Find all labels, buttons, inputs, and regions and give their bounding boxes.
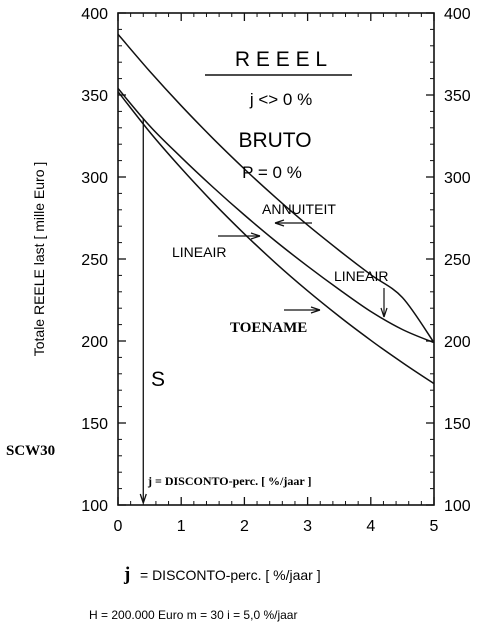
y-tick-label-right-4: 300 xyxy=(444,170,471,187)
lineair-right-arrowhead xyxy=(380,307,388,318)
y-tick-label-left-4: 300 xyxy=(81,170,108,187)
y-tick-label-left-6: 400 xyxy=(81,6,108,23)
y-tick-label-right-6: 400 xyxy=(444,6,471,23)
x-tick-label-4: 4 xyxy=(366,518,375,535)
y-tick-label-left-3: 250 xyxy=(81,252,108,269)
plot-frame xyxy=(117,12,435,506)
y-tick-label-right-5: 350 xyxy=(444,88,471,105)
x-tick-label-2: 2 xyxy=(240,518,249,535)
series-line-1 xyxy=(117,87,435,344)
annotation-toename: TOENAME xyxy=(230,320,307,336)
series-group xyxy=(117,33,435,385)
x-axis-label-prefix: j xyxy=(123,564,130,585)
y-tick-label-left-2: 200 xyxy=(81,334,108,351)
x-tick-label-5: 5 xyxy=(430,518,439,535)
y-tick-label-right-3: 250 xyxy=(444,252,471,269)
annotation-s: S xyxy=(151,368,165,391)
s-marker-group xyxy=(139,118,147,504)
series-line-2 xyxy=(117,91,435,385)
footer-parameters: H = 200.000 Euro m = 30 i = 5,0 %/jaar xyxy=(89,608,297,622)
annotation-lineair-right: LINEAIR xyxy=(334,268,388,284)
y-tick-label-left-1: 150 xyxy=(81,416,108,433)
x-axis-label: = DISCONTO-perc. [ %/jaar ] xyxy=(140,567,321,583)
x-tick-label-1: 1 xyxy=(177,518,186,535)
y-tick-label-left-5: 350 xyxy=(81,88,108,105)
series-line-0 xyxy=(117,33,435,344)
y-axis-label: Totale REELE last [ mille Euro ] xyxy=(31,162,47,357)
annotation-annuiteit: ANNUITEIT xyxy=(262,201,336,217)
annotation-j-not-zero: j <> 0 % xyxy=(249,90,312,109)
s-marker-arrowhead xyxy=(139,493,147,504)
annuiteit-arrowhead xyxy=(274,219,285,227)
scw-label: SCW30 xyxy=(6,443,55,459)
annotation-p-zero: P = 0 % xyxy=(242,163,302,182)
x-tick-label-3: 3 xyxy=(303,518,312,535)
y-tick-label-left-0: 100 xyxy=(81,498,108,515)
lineair-left-arrowhead xyxy=(250,232,261,240)
y-tick-label-right-0: 100 xyxy=(444,498,471,515)
y-tick-label-right-2: 200 xyxy=(444,334,471,351)
toename-arrowhead xyxy=(310,306,321,314)
x-tick-label-0: 0 xyxy=(114,518,123,535)
annotation-bruto: BRUTO xyxy=(238,129,311,152)
y-tick-label-right-1: 150 xyxy=(444,416,471,433)
inner-axis-note: j = DISCONTO-perc. [ %/jaar ] xyxy=(147,474,312,488)
annotation-lineair-left: LINEAIR xyxy=(172,244,226,260)
axis-ticks xyxy=(117,12,435,506)
annotation-reeel: R E E E L xyxy=(235,48,327,71)
